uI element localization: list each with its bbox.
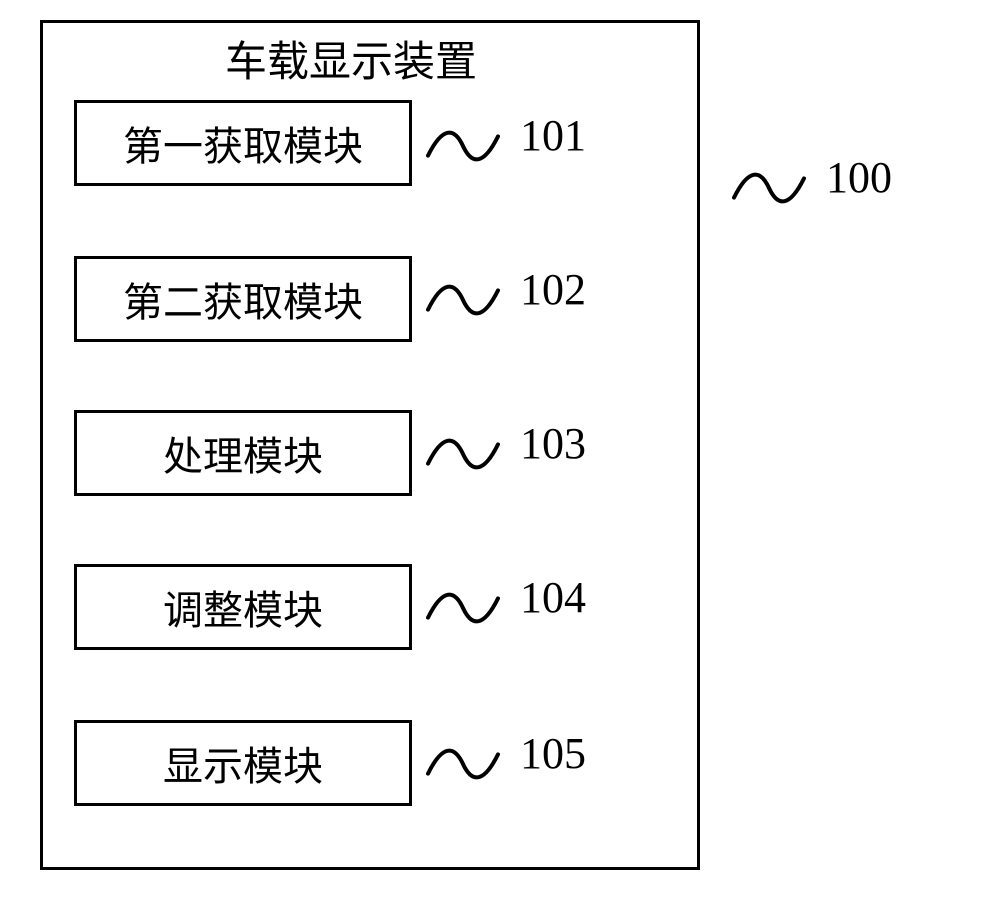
module-label-4: 显示模块 bbox=[163, 734, 323, 792]
module-ref-4: 105 bbox=[520, 728, 586, 779]
module-ref-2: 103 bbox=[520, 418, 586, 469]
module-label-2: 处理模块 bbox=[163, 424, 323, 482]
module-box-4: 显示模块 bbox=[74, 720, 412, 806]
module-label-3: 调整模块 bbox=[163, 578, 323, 636]
module-ref-0: 101 bbox=[520, 110, 586, 161]
device-ref: 100 bbox=[826, 152, 892, 203]
device-title: 车载显示装置 bbox=[225, 28, 477, 89]
module-box-1: 第二获取模块 bbox=[74, 256, 412, 342]
module-label-0: 第一获取模块 bbox=[123, 114, 363, 172]
module-box-3: 调整模块 bbox=[74, 564, 412, 650]
module-box-0: 第一获取模块 bbox=[74, 100, 412, 186]
module-ref-1: 102 bbox=[520, 264, 586, 315]
module-box-2: 处理模块 bbox=[74, 410, 412, 496]
module-label-1: 第二获取模块 bbox=[123, 270, 363, 328]
module-ref-3: 104 bbox=[520, 572, 586, 623]
